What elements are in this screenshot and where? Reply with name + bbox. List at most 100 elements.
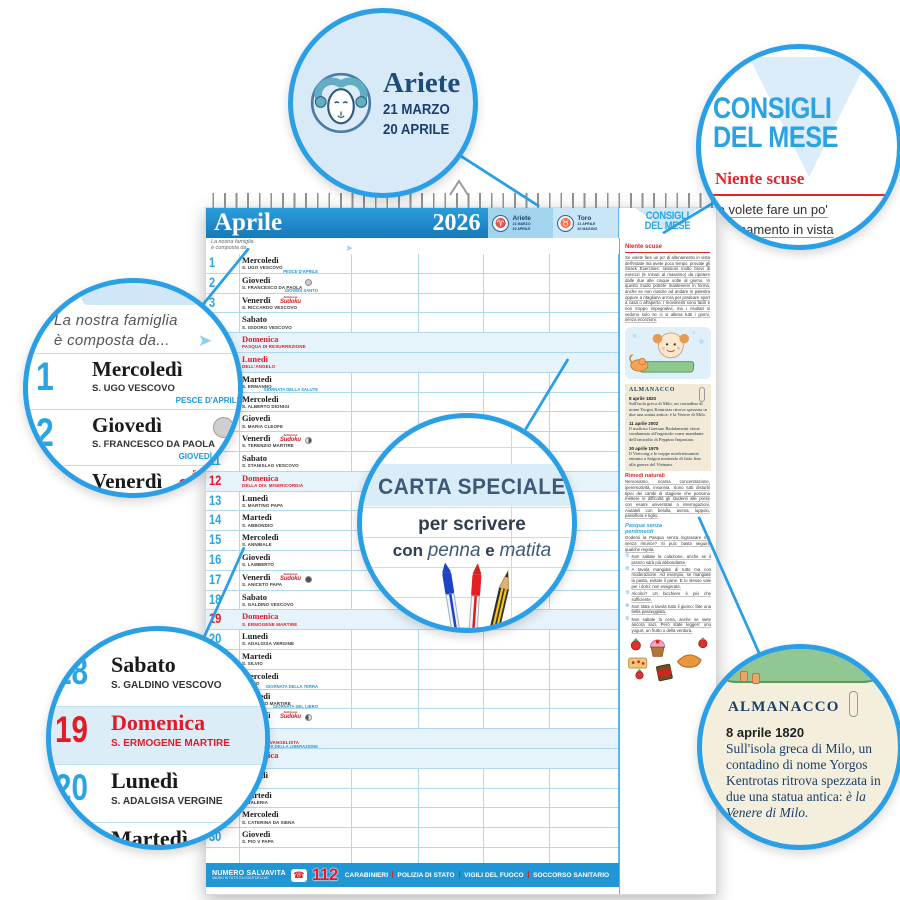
emergency-service: CARABINIERI [344, 871, 389, 879]
zodiac-taurus-chip: ♉ Toro 21 APRILE 20 MAGGIO [553, 208, 619, 238]
saint-name: S. TERENZIO MARTIRE [242, 443, 294, 449]
sudoku-logo: Settimana Sudoku [280, 294, 301, 305]
zodiac-dates: 21 APRILE 20 MAGGIO [577, 221, 598, 231]
taurus-icon: ♉ [557, 214, 575, 232]
saint-name: S. LAMBERTO [242, 562, 275, 568]
day-name: Venerdì [242, 433, 271, 444]
day-number: 18 [55, 651, 88, 692]
grid-line [239, 254, 240, 863]
bubble-consigli-line2: DEL MESE [713, 120, 839, 154]
phone-icon: ☎ [290, 868, 307, 882]
bubble-almanacco-text: Sull'isola greca di Milo, un contadino d… [726, 741, 881, 804]
grass-illustration [708, 649, 898, 683]
tips-sidebar: Niente scuse Se volete fare un po' di al… [619, 238, 716, 894]
saint-name: S. ANNIBALE [242, 542, 272, 548]
tip-number-icon: ① [625, 552, 630, 559]
day-number: 19 [209, 611, 222, 627]
hanger-hook-icon [449, 179, 469, 196]
saint-name: S. VALERIA [242, 799, 268, 805]
day-row: 3 Venerdì S. RICCARDO VESCOVO Settimana S… [206, 294, 618, 314]
emergency-number: 112 [311, 865, 338, 884]
almanacco-text: Il mafioso Gaetano Badalamenti viene con… [629, 425, 704, 443]
tip-number-icon: ⑤ [625, 615, 630, 622]
saint-name: S. RICCARDO VESCOVO [242, 304, 298, 310]
saint-name: S. GALDINO VESCOVO [242, 601, 294, 607]
paper-e: e [485, 541, 495, 560]
day-number: 16 [209, 551, 222, 567]
day-number: 2 [36, 411, 54, 455]
zodiac-aries-chip: ♈ Ariete 21 MARZO 20 APRILE [488, 208, 554, 238]
day-note: PESCE D'APRILE [283, 268, 318, 274]
zodiac-name: Toro [577, 214, 592, 222]
day-name: Sabato [242, 452, 268, 463]
tip-text: A tavola mangiate di tutto ma con modera… [631, 566, 711, 589]
zodiac-name: Ariete [512, 214, 531, 222]
day-name: Lunedì [242, 492, 268, 503]
bubble-family-line2: è composta da... [54, 331, 170, 349]
saint-name: S. ERMOGENE MARTIRE [242, 621, 298, 627]
tip-number-icon: ② [625, 565, 630, 572]
year-title: 2026 [432, 209, 481, 236]
grid-line [351, 254, 352, 863]
chocolate-icon [656, 663, 673, 681]
zodiac-callout-bubble: Ariete 21 MARZO 20 APRILE [288, 8, 478, 198]
day-number: 1 [36, 355, 54, 399]
pie-icon [628, 657, 648, 669]
day-name: Mercoledì [242, 532, 279, 543]
emergency-service: VIGILI DEL FUOCO [459, 871, 524, 879]
bubble-tip-title: Niente scuse [715, 169, 805, 188]
day-number: 3 [209, 294, 216, 310]
tip-text: Non saltate la cena, anche se siete anco… [631, 616, 711, 633]
pen-blue-icon [442, 562, 463, 628]
family-note-line2: è composta da... [211, 245, 251, 252]
rule [625, 251, 710, 253]
saint-name: S. PIO V PAPA [242, 839, 274, 845]
aries-icon: ♈ [492, 214, 510, 232]
day-name: Sabato [242, 591, 268, 602]
day-name: Domenica [242, 334, 279, 345]
pasqua-tip: ① Non saltate la colazione, anche se il … [625, 552, 711, 565]
day-note: FESTA DELLA LIBERAZIONE [260, 743, 318, 749]
moon-phase-icon [305, 278, 312, 286]
day-note: PESCE D'APRILE [175, 396, 242, 405]
bubble-almanacco-date: 8 aprile 1820 [726, 725, 805, 740]
pasqua-tip: ② A tavola mangiate di tutto ma con mode… [625, 565, 711, 590]
tip-number-icon: ③ [625, 589, 630, 596]
day-number: 12 [209, 472, 222, 488]
paperclip-icon [699, 387, 705, 403]
emergency-bar: NUMERO SALVAVITA VALIDO IN TUTTI GLI STA… [206, 863, 619, 887]
emergency-service: SOCCORSO SANITARIO [528, 871, 609, 879]
sudoku-logo: Settimana Sudoku [280, 710, 301, 721]
day-number: 17 [209, 571, 222, 587]
saint-name: DELL'ANGELO [242, 364, 276, 370]
tip-number-icon: ④ [625, 602, 630, 609]
day-name: Martedì [242, 512, 272, 523]
day-number: 19 [55, 709, 88, 750]
saint-name: S. MARTINO PAPA [242, 502, 284, 508]
day-name: Martedì [242, 373, 272, 384]
day-number: 20 [55, 767, 88, 808]
calendar-page: Aprile 2026 ♈ Ariete 21 MARZO 20 APRILE … [205, 179, 717, 895]
magnified-day-row: 21 Martedì S. SILVIO [51, 822, 265, 845]
consigli-callout-bubble: CONSIGLI DEL MESE Niente scuse Se volete… [696, 44, 900, 250]
strawberry-icon [635, 668, 644, 680]
pasqua-tip: ③ Alcolici? Un bicchiere è più che suffi… [625, 589, 711, 602]
bubble-zodiac-date2: 20 APRILE [383, 120, 450, 138]
bubble-consigli-line1: CONSIGLI [713, 92, 832, 125]
almanacco-entry: 30 aprile 1975 Il Vietcong e le truppe n… [629, 446, 707, 468]
tip-title: Niente scuse [625, 244, 663, 250]
day-name: Giovedì [242, 829, 271, 840]
day-name: Giovedì [242, 274, 271, 285]
paper-callout-bubble: CARTA SPECIALE per scrivere con penna e … [357, 413, 577, 633]
saint-name: S. ADALGISA VERGINE [242, 641, 295, 647]
saint-name: S. MARCO EVANGELISTA [242, 740, 300, 746]
full-moon-icon [213, 417, 234, 438]
highlight-band [362, 464, 572, 506]
almanacco-date: 11 aprile 2002 [629, 420, 659, 426]
paper-matita: matita [499, 540, 552, 561]
